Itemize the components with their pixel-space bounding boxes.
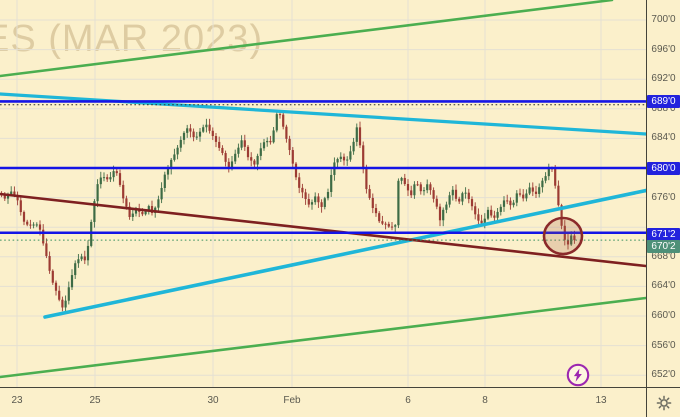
price-tick-label: 684'0 xyxy=(651,132,676,144)
price-tick-label: 692'0 xyxy=(651,73,676,85)
price-tick-label: 688'0 xyxy=(651,102,676,114)
price-tick-label: 668'0 xyxy=(651,250,676,262)
price-tick-label: 696'0 xyxy=(651,43,676,55)
price-scale-settings-icon[interactable] xyxy=(656,395,672,411)
level-price-badge: 689'0 xyxy=(647,94,680,108)
axis-corner xyxy=(647,389,680,417)
time-tick-label: 6 xyxy=(405,395,411,406)
time-axis[interactable]: 23 25 30 Feb 6 8 13 xyxy=(0,389,646,417)
candlestick-series xyxy=(0,109,576,314)
time-axis-border xyxy=(0,387,680,388)
price-tick-label: 652'0 xyxy=(651,369,676,381)
lower-cyan-trendline[interactable] xyxy=(43,188,646,319)
maroon-trendline[interactable] xyxy=(0,192,646,268)
upper-cyan-trendline[interactable] xyxy=(0,92,646,136)
time-tick-label: 30 xyxy=(207,395,219,406)
lower-green-channel[interactable] xyxy=(0,296,646,379)
circle-annotation[interactable] xyxy=(542,216,584,256)
time-tick-label: 25 xyxy=(89,395,101,406)
price-tick-label: 664'0 xyxy=(651,280,676,292)
time-tick-label: 23 xyxy=(11,395,23,406)
chart-canvas[interactable] xyxy=(0,0,646,387)
lightning-bolt-glyph xyxy=(573,368,582,382)
level-price-badge: 680'0 xyxy=(647,161,680,175)
lightning-event-icon[interactable] xyxy=(565,362,591,393)
time-tick-label: 13 xyxy=(595,395,607,406)
time-tick-label: Feb xyxy=(283,395,301,406)
price-tick-label: 656'0 xyxy=(651,339,676,351)
last-price-badge: 670'2 xyxy=(647,240,680,254)
upper-green-channel[interactable] xyxy=(0,0,614,78)
price-tick-label: 676'0 xyxy=(651,191,676,203)
price-tick-label: 660'0 xyxy=(651,310,676,321)
price-tick-label: 700'0 xyxy=(651,14,676,25)
price-axis[interactable]: 700'0 696'0 692'0 688'0 684'0 676'0 668'0 664'0… xyxy=(647,0,680,387)
level-price-badge: 671'2 xyxy=(647,227,680,241)
price-axis-border xyxy=(646,0,647,417)
time-tick-label: 8 xyxy=(482,395,488,406)
